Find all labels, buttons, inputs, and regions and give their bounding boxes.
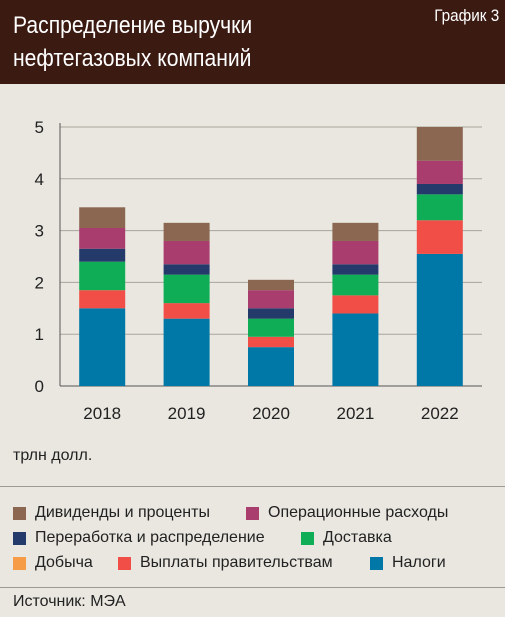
bar-segment bbox=[79, 308, 126, 386]
bar-segment bbox=[79, 290, 126, 309]
bar-segment bbox=[163, 264, 210, 275]
legend-label: Операционные расходы bbox=[268, 504, 449, 521]
bar-segment bbox=[163, 240, 210, 265]
bar-segment bbox=[416, 253, 463, 386]
legend-swatch bbox=[13, 531, 26, 545]
legend-item-government: Выплаты правительствам bbox=[118, 554, 333, 572]
bar-segment bbox=[163, 274, 210, 304]
bar-segment bbox=[79, 248, 126, 262]
legend-item-taxes: Налоги bbox=[370, 554, 446, 572]
legend-item-operating: Операционные расходы bbox=[246, 504, 448, 522]
legend-item-production: Добыча bbox=[13, 554, 93, 572]
legend-swatch bbox=[370, 556, 383, 570]
bar-segment bbox=[332, 222, 379, 241]
bar-segment bbox=[332, 274, 379, 296]
bar-segment bbox=[332, 313, 379, 386]
legend-label: Выплаты правительствам bbox=[140, 554, 333, 571]
bar-segment bbox=[332, 295, 379, 314]
bar-segment bbox=[163, 318, 210, 386]
legend-label: Переработка и распределение bbox=[35, 529, 265, 546]
bar-segment bbox=[248, 336, 294, 348]
bar-segment bbox=[79, 228, 126, 249]
legend-label: Добыча bbox=[35, 554, 93, 571]
y-tick-label: 5 bbox=[35, 118, 44, 137]
chart-number: График 3 bbox=[433, 6, 499, 25]
source-note: Источник: МЭА bbox=[13, 593, 126, 610]
legend-label: Доставка bbox=[323, 529, 392, 546]
legend-item-dividends: Дивиденды и проценты bbox=[13, 504, 210, 522]
legend-swatch bbox=[301, 531, 314, 545]
stacked-bar-chart: 0 1 2 3 4 5 2018 2019 2020 2021 2022 bbox=[35, 118, 482, 423]
y-tick-label: 3 bbox=[35, 222, 44, 241]
chart-title: Распределение выручки нефтегазовых компа… bbox=[13, 9, 347, 75]
y-tick-label: 0 bbox=[35, 377, 44, 396]
bar-segment bbox=[416, 220, 463, 254]
bar-segment bbox=[416, 194, 463, 221]
bar-segment bbox=[332, 240, 379, 265]
x-tick-label: 2022 bbox=[421, 404, 459, 423]
x-tick-label: 2020 bbox=[252, 404, 290, 423]
title-line-2: нефтегазовых компаний bbox=[13, 45, 252, 72]
legend: Дивиденды и проценты Операционные расход… bbox=[0, 486, 505, 588]
bar-segment bbox=[163, 303, 210, 319]
legend-item-delivery: Доставка bbox=[301, 529, 392, 547]
bar-segment bbox=[248, 279, 294, 291]
bar-segment bbox=[416, 183, 463, 195]
legend-swatch bbox=[13, 556, 26, 570]
legend-item-refining: Переработка и распределение bbox=[13, 529, 265, 547]
legend-label: Налоги bbox=[392, 554, 446, 571]
y-tick-label: 4 bbox=[35, 170, 44, 189]
legend-swatch bbox=[13, 506, 26, 520]
bar-segment bbox=[79, 207, 126, 229]
legend-swatch bbox=[246, 506, 259, 520]
bar-segment bbox=[332, 264, 379, 275]
bar-segment bbox=[163, 222, 210, 241]
legend-label: Дивиденды и проценты bbox=[35, 504, 210, 521]
bar-segment bbox=[248, 318, 294, 337]
x-tick-label: 2021 bbox=[336, 404, 374, 423]
x-tick-label: 2018 bbox=[83, 404, 121, 423]
bar-segment bbox=[248, 347, 294, 386]
chart-header: Распределение выручки нефтегазовых компа… bbox=[0, 0, 505, 84]
title-line-1: Распределение выручки bbox=[13, 12, 253, 39]
bar-segment bbox=[79, 261, 126, 291]
bar-segment bbox=[416, 127, 463, 161]
legend-swatch bbox=[118, 556, 131, 570]
y-tick-label: 1 bbox=[35, 325, 44, 344]
y-tick-label: 2 bbox=[35, 273, 44, 292]
unit-label: трлн долл. bbox=[13, 447, 93, 464]
bar-segment bbox=[248, 308, 294, 319]
bar-segment bbox=[416, 160, 463, 184]
x-tick-label: 2019 bbox=[168, 404, 206, 423]
bar-segment bbox=[248, 290, 294, 309]
